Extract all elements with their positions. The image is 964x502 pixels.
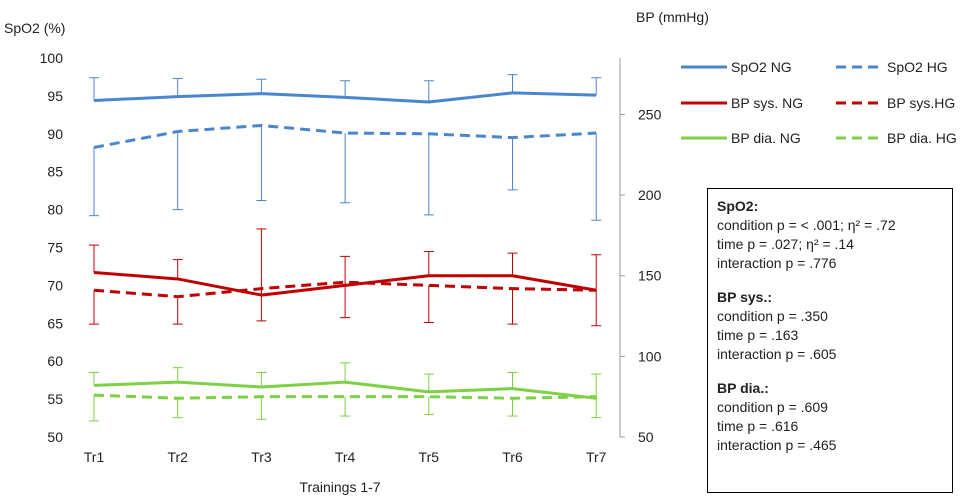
legend-label: BP dia. NG (731, 130, 801, 146)
left-tick-label: 50 (47, 429, 63, 445)
series-bp-dia-hg (89, 393, 602, 422)
series-bp-sys-hg (89, 280, 602, 327)
series-spo2-ng (89, 74, 602, 104)
left-tick-label: 85 (47, 164, 63, 180)
x-tick-label: Tr1 (84, 449, 105, 465)
x-tick-label: Tr5 (419, 449, 440, 465)
x-tick-label: Tr2 (167, 449, 188, 465)
left-tick-label: 100 (40, 50, 64, 66)
legend-label: SpO2 HG (887, 59, 948, 75)
stats-bp-dia-condition: condition p = .609 (717, 399, 828, 415)
legend-label: BP dia. HG (887, 130, 957, 146)
series-line (93, 123, 597, 149)
stats-bp-sys: BP sys.: condition p = .350 time p = .16… (717, 288, 943, 364)
series-line (93, 393, 597, 400)
left-tick-label: 75 (47, 240, 63, 256)
legend: SpO2 NG SpO2 HG BP sys. NG BP sys.HG BP dia.… (681, 59, 957, 146)
x-tick-label: Tr7 (586, 449, 607, 465)
legend-label: BP sys.HG (887, 95, 955, 111)
left-axis-title: SpO2 (%) (4, 20, 65, 36)
left-tick-label: 60 (47, 353, 63, 369)
stats-spo2-interaction: interaction p = .776 (717, 255, 837, 271)
stats-bp-sys-condition: condition p = .350 (717, 308, 828, 324)
series-line (93, 91, 597, 104)
left-tick-label: 90 (47, 126, 63, 142)
stats-bp-dia: BP dia.: condition p = .609 time p = .61… (717, 379, 943, 455)
left-tick-label: 55 (47, 391, 63, 407)
stats-spo2-condition: condition p = < .001; η² = .72 (717, 217, 896, 233)
right-tick-label: 250 (638, 106, 662, 122)
legend-label: BP sys. NG (731, 95, 803, 111)
x-axis-title: Trainings 1-7 (299, 479, 380, 495)
x-tick-label: Tr3 (251, 449, 272, 465)
stats-bp-sys-interaction: interaction p = .605 (717, 346, 837, 362)
right-tick-label: 150 (638, 268, 662, 284)
right-tick-label: 50 (638, 429, 654, 445)
series-bp-dia-ng (89, 362, 602, 400)
stats-bp-sys-time: time p = .163 (717, 327, 799, 343)
series-line (93, 380, 597, 400)
stats-bp-dia-title: BP dia.: (717, 380, 769, 396)
axes: 50 55 60 65 70 75 80 85 90 95 100 50 100 150 200 250 Tr1… (40, 50, 662, 465)
stats-bp-sys-title: BP sys.: (717, 289, 772, 305)
left-tick-label: 95 (47, 88, 63, 104)
stats-bp-dia-time: time p = .616 (717, 418, 799, 434)
left-tick-label: 65 (47, 315, 63, 331)
stats-spo2-title: SpO2: (717, 198, 759, 214)
series-layer (89, 74, 602, 422)
series-spo2-hg (89, 123, 602, 221)
stats-spo2: SpO2: condition p = < .001; η² = .72 tim… (717, 197, 943, 273)
x-tick-label: Tr4 (335, 449, 356, 465)
right-axis-title: BP (mmHg) (636, 9, 709, 25)
x-tick-label: Tr6 (502, 449, 523, 465)
left-tick-label: 70 (47, 277, 63, 293)
right-tick-label: 200 (638, 187, 662, 203)
series-line (93, 280, 597, 299)
stats-bp-dia-interaction: interaction p = .465 (717, 437, 837, 453)
legend-label: SpO2 NG (731, 59, 792, 75)
right-tick-label: 100 (638, 348, 662, 364)
stats-spo2-time: time p = .027; η² = .14 (717, 236, 854, 252)
statistics-box: SpO2: condition p = < .001; η² = .72 tim… (707, 188, 953, 493)
left-tick-label: 80 (47, 202, 63, 218)
